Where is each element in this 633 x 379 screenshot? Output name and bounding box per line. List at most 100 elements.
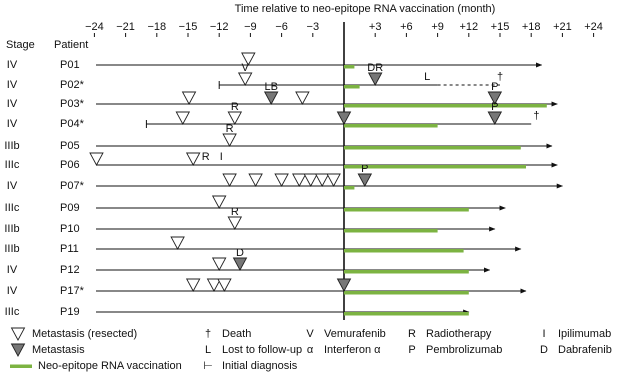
resected-metastasis-marker	[326, 173, 341, 187]
event-label: R	[226, 123, 234, 135]
legend-symbol: P	[408, 344, 415, 356]
legend-label: Metastasis	[32, 344, 85, 356]
event-label: R	[231, 206, 239, 218]
x-tick-label: +12	[459, 21, 478, 33]
vaccination-bar	[344, 104, 547, 108]
patient-label: P17*	[60, 285, 85, 297]
resected-metastasis-marker	[89, 152, 104, 166]
patient-header: Patient	[54, 39, 88, 51]
vaccination-bar	[344, 208, 469, 212]
stage-label: IV	[7, 79, 18, 91]
stage-label: IIIc	[5, 306, 20, 318]
stage-label: IV	[7, 264, 18, 276]
legend-symbol: †	[205, 328, 211, 340]
legend-label: Dabrafenib	[558, 344, 612, 356]
resected-metastasis-marker	[227, 111, 243, 125]
resected-metastasis-marker	[211, 195, 227, 209]
legend-label: Ipilimumab	[558, 328, 611, 340]
event-text: L	[424, 71, 430, 83]
vaccination-bar	[344, 85, 360, 89]
event-label: LB	[264, 81, 277, 93]
resected-metastasis-marker	[241, 52, 256, 66]
resected-metastasis-marker	[274, 173, 289, 187]
x-tick-label: −3	[307, 21, 320, 33]
chart-title: Time relative to neo-epitope RNA vaccina…	[235, 3, 496, 15]
legend-label: Radiotherapy	[426, 328, 492, 340]
vaccination-bar	[344, 124, 438, 128]
patient-label: P19	[60, 306, 80, 318]
x-tick-label: +21	[553, 21, 572, 33]
stage-label: IIIc	[5, 202, 20, 214]
metastasis-marker	[10, 343, 26, 357]
legend-symbol: D	[540, 344, 548, 356]
resected-metastasis-marker	[170, 236, 185, 250]
x-tick-label: +15	[491, 21, 510, 33]
metastasis-marker	[336, 278, 352, 292]
resected-metastasis-marker	[185, 152, 201, 166]
vaccination-bar	[344, 186, 355, 190]
resected-metastasis-marker	[217, 278, 232, 292]
resected-metastasis-marker	[237, 72, 253, 86]
x-tick-label: −15	[179, 21, 198, 33]
resected-metastasis-marker	[248, 173, 263, 187]
x-tick-label: −9	[244, 21, 257, 33]
event-text: I	[220, 151, 223, 163]
resected-metastasis-marker	[211, 257, 227, 271]
event-text: R	[202, 151, 210, 163]
patient-label: P02*	[60, 79, 85, 91]
stage-label: IIIc	[5, 159, 20, 171]
event-label: V	[242, 62, 250, 74]
patient-label: P12	[60, 264, 80, 276]
legend-symbol: ⊢	[203, 360, 213, 372]
patient-label: P09	[60, 202, 80, 214]
resected-metastasis-marker	[222, 173, 237, 187]
resected-metastasis-marker	[227, 216, 243, 230]
x-tick-label: +9	[431, 21, 444, 33]
legend-label: Death	[222, 328, 251, 340]
legend-symbol: α	[307, 344, 314, 356]
event-text: †	[533, 110, 539, 122]
stage-label: IV	[7, 285, 18, 297]
patient-label: P06	[60, 159, 80, 171]
patient-label: P03*	[60, 98, 85, 110]
metastasis-marker	[336, 111, 352, 125]
patient-label: P04*	[60, 118, 85, 130]
vaccination-bar	[344, 291, 469, 295]
metastasis-marker	[367, 72, 383, 86]
stage-label: IIIb	[4, 140, 19, 152]
legend-label: Initial diagnosis	[222, 360, 298, 372]
legend-symbol: V	[306, 328, 314, 340]
legend-label: Vemurafenib	[324, 328, 386, 340]
resected-metastasis-marker	[175, 111, 191, 125]
patient-label: P11	[60, 243, 79, 255]
x-tick-label: −12	[210, 21, 229, 33]
legend-label: Metastasis (resected)	[32, 328, 137, 340]
vaccination-bar	[344, 65, 355, 69]
resected-metastasis-marker	[222, 133, 237, 147]
legend-label: Neo-epitope RNA vaccination	[38, 360, 182, 372]
resected-metastasis-marker	[303, 173, 318, 187]
resected-metastasis-marker	[314, 173, 330, 187]
resected-metastasis-marker	[10, 327, 26, 341]
vaccination-bar	[344, 165, 526, 169]
stage-label: IIIb	[4, 243, 19, 255]
vaccination-bar	[344, 312, 469, 316]
legend-label: Lost to follow-up	[222, 344, 302, 356]
metastasis-marker	[263, 91, 279, 105]
event-label: R	[231, 101, 239, 113]
resected-metastasis-marker	[206, 278, 222, 292]
stage-label: IV	[7, 118, 18, 130]
resected-metastasis-marker	[181, 91, 197, 105]
event-label: P	[491, 81, 498, 93]
legend-symbol: R	[408, 328, 416, 340]
metastasis-marker	[487, 91, 503, 105]
legend-label: Pembrolizumab	[426, 344, 502, 356]
legend-symbol: L	[205, 344, 211, 356]
stage-label: IV	[7, 59, 18, 71]
x-tick-label: +24	[584, 21, 603, 33]
resected-metastasis-marker	[292, 173, 307, 187]
legend-label: Interferon α	[324, 344, 381, 356]
metastasis-marker	[357, 173, 373, 187]
resected-metastasis-marker	[295, 91, 310, 105]
